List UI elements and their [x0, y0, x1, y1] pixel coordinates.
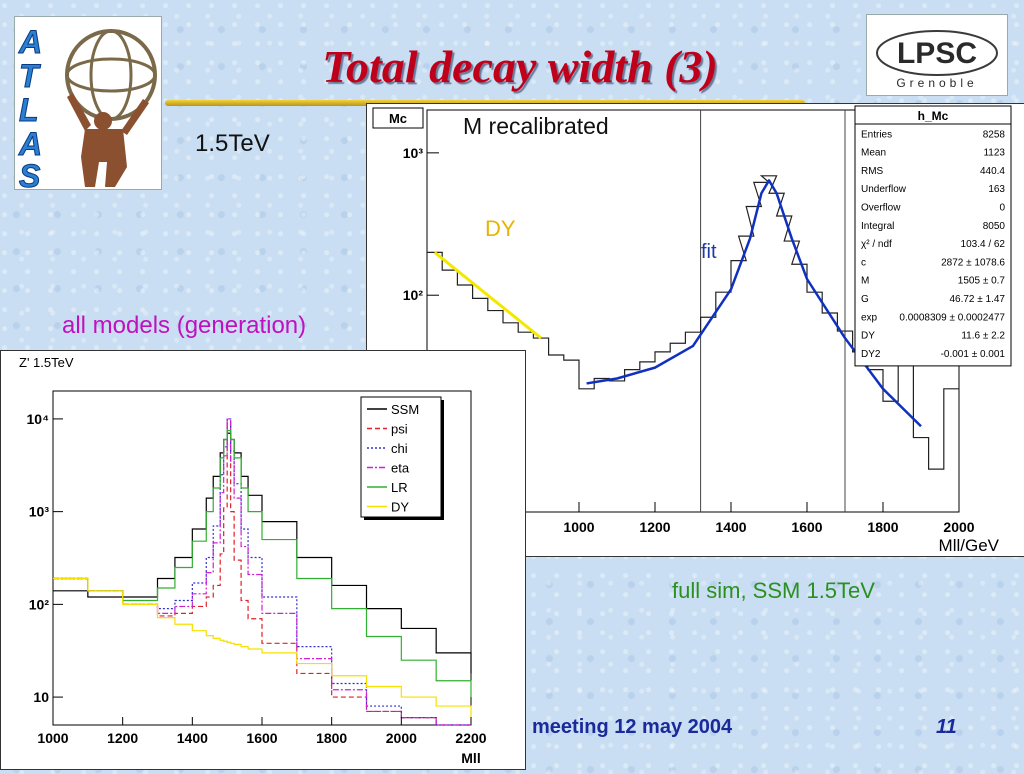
series-eta — [53, 418, 471, 726]
models-yticks: 10 10² 10³ 10⁴ — [27, 411, 63, 705]
fullsim-xtick-label: 1800 — [867, 519, 898, 535]
stats-row-label: Overflow — [861, 203, 901, 214]
models-ytick-label: 10 — [33, 689, 49, 705]
models-xtick-label: 1800 — [316, 730, 347, 746]
atlas-logo-graphic: A T L A S — [18, 24, 157, 195]
stats-row-label: Underflow — [861, 184, 907, 195]
stats-row-label: DY2 — [861, 349, 881, 360]
models-ytick-label: 10² — [29, 596, 50, 612]
stats-row-value: 8050 — [983, 221, 1006, 232]
series-chi — [53, 418, 471, 726]
models-chart-panel: Z' 1.5TeV 1000 1200 1400 1600 1800 2000 2200 1… — [0, 350, 526, 770]
stats-row-value: 0 — [999, 203, 1005, 214]
fullsim-xtick-label: 2000 — [943, 519, 974, 535]
stats-row-label: c — [861, 257, 866, 268]
fullsim-xtick-label: 1200 — [639, 519, 670, 535]
fullsim-fits — [433, 179, 922, 428]
stats-row-value: 11.6 ± 2.2 — [961, 331, 1005, 342]
series-psi — [53, 422, 471, 726]
models-chart: Z' 1.5TeV 1000 1200 1400 1600 1800 2000 2200 1… — [1, 351, 525, 769]
lpsc-logo-subtext: Grenoble — [896, 76, 977, 90]
series-dy — [53, 577, 472, 718]
stats-row-value: 2872 ± 1078.6 — [941, 257, 1005, 268]
stats-row-label: exp — [861, 312, 878, 323]
atlas-globe-icon — [65, 29, 157, 121]
footer-text: meeting 12 may 2004 — [532, 716, 733, 738]
all-models-label: all models (generation) — [62, 312, 307, 339]
legend-frame — [360, 396, 442, 518]
fullsim-ytick-label: 10³ — [403, 145, 424, 161]
atlas-letter-a1: A — [18, 24, 42, 60]
stats-row-label: Mean — [861, 148, 886, 159]
fullsim-panel-tag: Mc — [389, 111, 407, 126]
stats-title: h_Mc — [918, 109, 949, 123]
atlas-letter-s: S — [19, 158, 41, 189]
stats-row-label: Integral — [861, 221, 894, 232]
models-xticks: 1000 1200 1400 1600 1800 2000 2200 — [37, 717, 487, 746]
legend-label-lr: LR — [391, 480, 408, 495]
stats-row-label: RMS — [861, 166, 884, 177]
models-xtick-label: 1400 — [177, 730, 208, 746]
stats-row-value: 440.4 — [980, 166, 1005, 177]
lpsc-logo-graphic: LPSC Grenoble — [876, 30, 998, 90]
models-legend: SSM psi chi eta LR DY — [360, 396, 444, 520]
fullsim-yticks: 10² 10³ — [403, 145, 439, 303]
stats-row-value: 8258 — [983, 129, 1006, 140]
models-xlabel: Mll — [461, 750, 480, 766]
fullsim-chart-title: M recalibrated — [463, 113, 609, 139]
models-xtick-label: 2000 — [386, 730, 417, 746]
stats-row-label: χ² / ndf — [861, 239, 892, 250]
models-xtick-label: 1600 — [246, 730, 277, 746]
energy-label: 1.5TeV — [195, 130, 270, 157]
fullsim-label: full sim, SSM 1.5TeV — [672, 578, 875, 603]
stats-row-value: -0.001 ± 0.001 — [941, 349, 1006, 360]
atlas-letter-a2: A — [18, 126, 42, 162]
atlas-figure-icon — [67, 93, 149, 187]
stats-row-label: M — [861, 276, 869, 287]
legend-label-chi: chi — [391, 441, 408, 456]
stats-row-label: Entries — [861, 129, 892, 140]
stats-box: h_Mc Entries 8258 Mean 1123 RMS 440.4 Underflow… — [854, 105, 1012, 367]
lpsc-logo: LPSC Grenoble — [866, 14, 1008, 96]
page-number: 11 — [936, 716, 957, 738]
annotation-fit: fit — [701, 241, 717, 263]
lpsc-logo-text: LPSC — [897, 37, 977, 70]
fullsim-xtick-label: 1000 — [563, 519, 594, 535]
fullsim-vlines — [700, 110, 846, 512]
models-xtick-label: 1200 — [107, 730, 138, 746]
stats-row-value: 46.72 ± 1.47 — [949, 294, 1005, 305]
peak-fit-line — [586, 179, 922, 428]
models-chart-title: Z' 1.5TeV — [19, 355, 74, 370]
stats-row-label: DY — [861, 331, 875, 342]
atlas-letter-l: L — [19, 92, 39, 128]
legend-label-ssm: SSM — [391, 402, 419, 417]
slide-title: Total decay width (3) — [322, 41, 718, 92]
stats-row-label: G — [861, 294, 869, 305]
dy-fit-line — [433, 251, 542, 340]
series-lr — [53, 429, 472, 698]
models-xtick-label: 2200 — [455, 730, 486, 746]
stats-box-frame — [854, 105, 1012, 367]
atlas-logo: A T L A S — [14, 16, 162, 195]
models-xtick-label: 1000 — [37, 730, 68, 746]
models-series — [53, 418, 472, 726]
atlas-letter-t: T — [19, 58, 41, 94]
stats-row-value: 0.0008309 ± 0.0002477 — [899, 312, 1005, 323]
legend-label-eta: eta — [391, 461, 410, 476]
fullsim-xtick-label: 1400 — [715, 519, 746, 535]
fullsim-xtick-label: 1600 — [791, 519, 822, 535]
legend-label-dy: DY — [391, 500, 409, 515]
stats-row-value: 1505 ± 0.7 — [958, 276, 1006, 287]
models-ytick-label: 10³ — [29, 504, 50, 520]
annotation-dy: DY — [485, 216, 516, 241]
stats-row-value: 103.4 / 62 — [961, 239, 1006, 250]
stats-row-value: 163 — [988, 184, 1005, 195]
stats-row-value: 1123 — [983, 148, 1005, 159]
fullsim-xlabel: Mll/GeV — [939, 536, 1000, 555]
fullsim-ytick-label: 10² — [403, 287, 424, 303]
models-ytick-label: 10⁴ — [27, 411, 50, 427]
fullsim-panel-tag-box — [372, 107, 424, 129]
legend-label-psi: psi — [391, 422, 408, 437]
